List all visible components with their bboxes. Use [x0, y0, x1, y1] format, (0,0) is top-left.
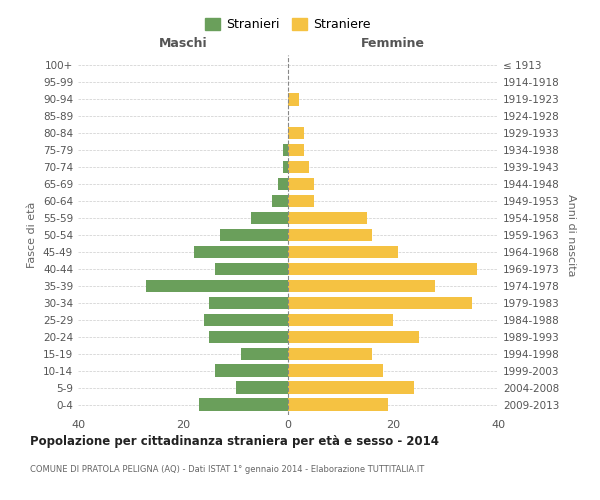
Bar: [220, 228, 288, 241]
Bar: [272, 194, 288, 207]
Bar: [288, 160, 309, 173]
Bar: [288, 398, 388, 411]
Text: COMUNE DI PRATOLA PELIGNA (AQ) - Dati ISTAT 1° gennaio 2014 - Elaborazione TUTTI: COMUNE DI PRATOLA PELIGNA (AQ) - Dati IS…: [30, 465, 424, 474]
Bar: [193, 246, 288, 258]
Bar: [288, 144, 304, 156]
Bar: [251, 212, 288, 224]
Bar: [288, 348, 372, 360]
Y-axis label: Fasce di età: Fasce di età: [28, 202, 37, 268]
Bar: [288, 228, 372, 241]
Bar: [288, 364, 383, 377]
Bar: [215, 364, 288, 377]
Bar: [199, 398, 288, 411]
Text: Popolazione per cittadinanza straniera per età e sesso - 2014: Popolazione per cittadinanza straniera p…: [30, 435, 439, 448]
Bar: [288, 296, 472, 310]
Bar: [215, 262, 288, 276]
Bar: [288, 178, 314, 190]
Text: Maschi: Maschi: [158, 37, 208, 50]
Bar: [288, 194, 314, 207]
Bar: [241, 348, 288, 360]
Bar: [288, 262, 477, 276]
Bar: [283, 160, 288, 173]
Y-axis label: Anni di nascita: Anni di nascita: [566, 194, 576, 276]
Legend: Stranieri, Straniere: Stranieri, Straniere: [201, 14, 375, 35]
Bar: [288, 212, 367, 224]
Bar: [288, 330, 419, 344]
Bar: [283, 144, 288, 156]
Bar: [277, 178, 288, 190]
Bar: [209, 330, 288, 344]
Bar: [288, 126, 304, 140]
Bar: [288, 246, 398, 258]
Bar: [288, 314, 393, 326]
Bar: [235, 382, 288, 394]
Bar: [288, 382, 414, 394]
Bar: [209, 296, 288, 310]
Bar: [288, 93, 299, 106]
Bar: [288, 280, 435, 292]
Bar: [146, 280, 288, 292]
Text: Femmine: Femmine: [361, 37, 425, 50]
Bar: [204, 314, 288, 326]
